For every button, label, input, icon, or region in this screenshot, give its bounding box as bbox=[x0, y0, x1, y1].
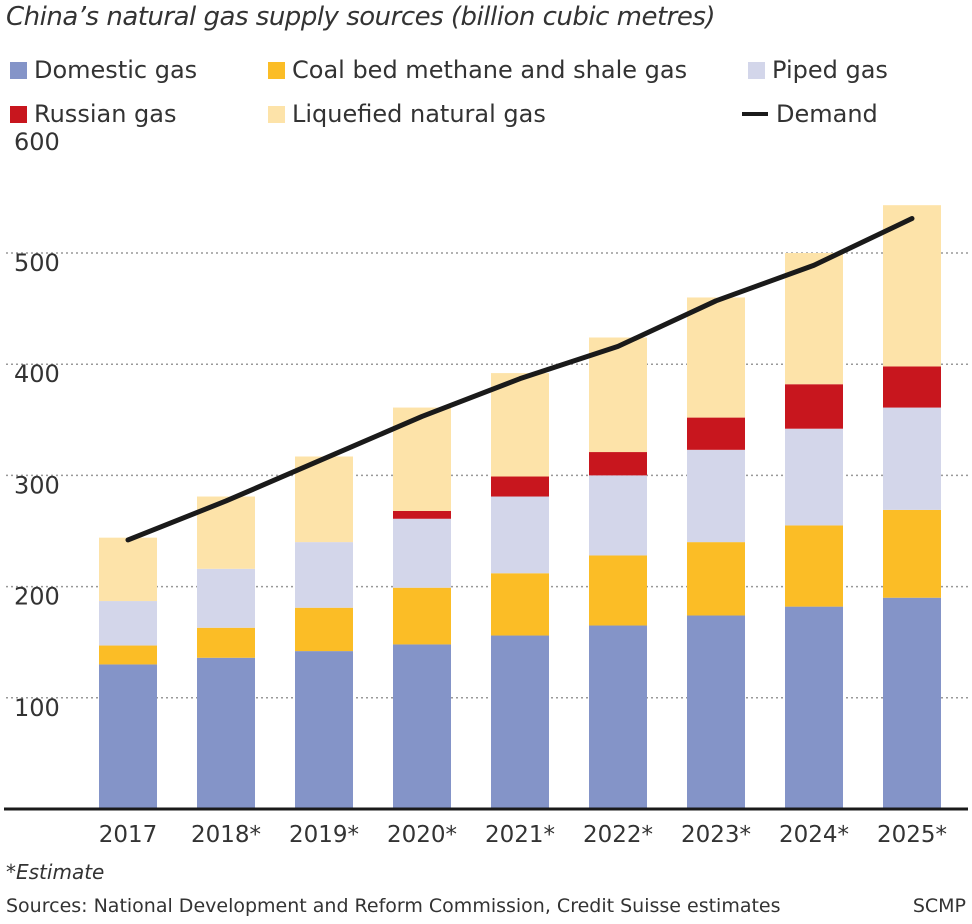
demand-line bbox=[125, 216, 915, 543]
legend-lng: Liquefied natural gas bbox=[268, 100, 546, 128]
bar-segment bbox=[393, 644, 451, 809]
bar-segment bbox=[589, 337, 647, 453]
chart-title: China’s natural gas supply sources (bill… bbox=[6, 2, 716, 32]
legend-domestic: Domestic gas bbox=[10, 56, 197, 84]
bar-segment bbox=[785, 525, 843, 607]
bar-segment bbox=[99, 664, 157, 809]
brand: SCMP bbox=[912, 895, 966, 917]
legend-cbm: Coal bed methane and shale gas bbox=[268, 56, 687, 84]
bar-segment bbox=[785, 606, 843, 809]
legend-swatch bbox=[10, 105, 27, 123]
bar-segment bbox=[393, 518, 451, 588]
legend-label: Coal bed methane and shale gas bbox=[292, 56, 688, 84]
bar-segment bbox=[491, 476, 549, 497]
legend-label: Demand bbox=[776, 100, 878, 128]
bar-segment bbox=[393, 510, 451, 519]
bar-segment bbox=[883, 407, 941, 510]
bar-segment bbox=[99, 645, 157, 665]
bar-segment bbox=[687, 615, 745, 809]
x-tick-label: 2021* bbox=[485, 822, 555, 848]
x-tick-label: 2020* bbox=[387, 822, 457, 848]
legend-label: Domestic gas bbox=[34, 56, 198, 84]
bar-segment bbox=[687, 417, 745, 450]
legend-piped: Piped gas bbox=[748, 56, 888, 84]
x-tick-label: 2024* bbox=[779, 822, 849, 848]
bar-segment bbox=[393, 587, 451, 645]
legend-label: Piped gas bbox=[772, 56, 888, 84]
bar-segment bbox=[785, 428, 843, 526]
bar-segment bbox=[295, 542, 353, 608]
x-tick-label: 2022* bbox=[583, 822, 653, 848]
y-tick-label: 200 bbox=[14, 583, 60, 611]
bar-segment bbox=[197, 657, 255, 809]
bar-segment bbox=[491, 496, 549, 574]
footnote: *Estimate bbox=[6, 860, 105, 884]
legend-swatch bbox=[268, 61, 285, 79]
bar-segment bbox=[491, 373, 549, 477]
x-tick-label: 2025* bbox=[877, 822, 947, 848]
bar-segment bbox=[589, 475, 647, 556]
bar-segment bbox=[295, 607, 353, 652]
bar-segment bbox=[589, 452, 647, 476]
bar-segment bbox=[197, 568, 255, 628]
y-tick-label: 500 bbox=[14, 249, 60, 277]
x-tick-label: 2018* bbox=[191, 822, 261, 848]
x-tick-label: 2017 bbox=[99, 822, 158, 848]
x-tick-label: 2023* bbox=[681, 822, 751, 848]
bar-segment bbox=[883, 509, 941, 598]
y-tick-label: 400 bbox=[14, 360, 60, 388]
bar-segment bbox=[883, 366, 941, 408]
bar-segment bbox=[491, 635, 549, 809]
bar-segment bbox=[687, 297, 745, 418]
legend-demand: Demand bbox=[742, 100, 878, 128]
legend-label: Russian gas bbox=[34, 100, 177, 128]
y-tick-label: 100 bbox=[14, 694, 60, 722]
y-tick-label: 600 bbox=[14, 128, 60, 156]
bar-segment bbox=[295, 651, 353, 809]
bar-segment bbox=[295, 456, 353, 543]
sources: Sources: National Development and Reform… bbox=[6, 895, 781, 917]
bar-segment bbox=[687, 449, 745, 543]
bar-segment bbox=[99, 537, 157, 602]
bar-segment bbox=[491, 573, 549, 636]
bar-segment bbox=[99, 601, 157, 646]
legend-swatch bbox=[748, 61, 765, 79]
legend-russian: Russian gas bbox=[10, 100, 176, 128]
y-tick-label: 300 bbox=[14, 471, 60, 499]
x-tick-label: 2019* bbox=[289, 822, 359, 848]
legend-swatch bbox=[268, 105, 285, 123]
bar-segment bbox=[883, 205, 941, 367]
bar-segment bbox=[687, 542, 745, 616]
bar-segment bbox=[589, 555, 647, 626]
legend-swatch bbox=[742, 112, 768, 116]
bar-segment bbox=[197, 627, 255, 658]
bar-segment bbox=[589, 625, 647, 809]
bar-segment bbox=[883, 597, 941, 809]
legend-label: Liquefied natural gas bbox=[292, 100, 546, 128]
bar-segment bbox=[785, 384, 843, 429]
legend-swatch bbox=[10, 61, 27, 79]
